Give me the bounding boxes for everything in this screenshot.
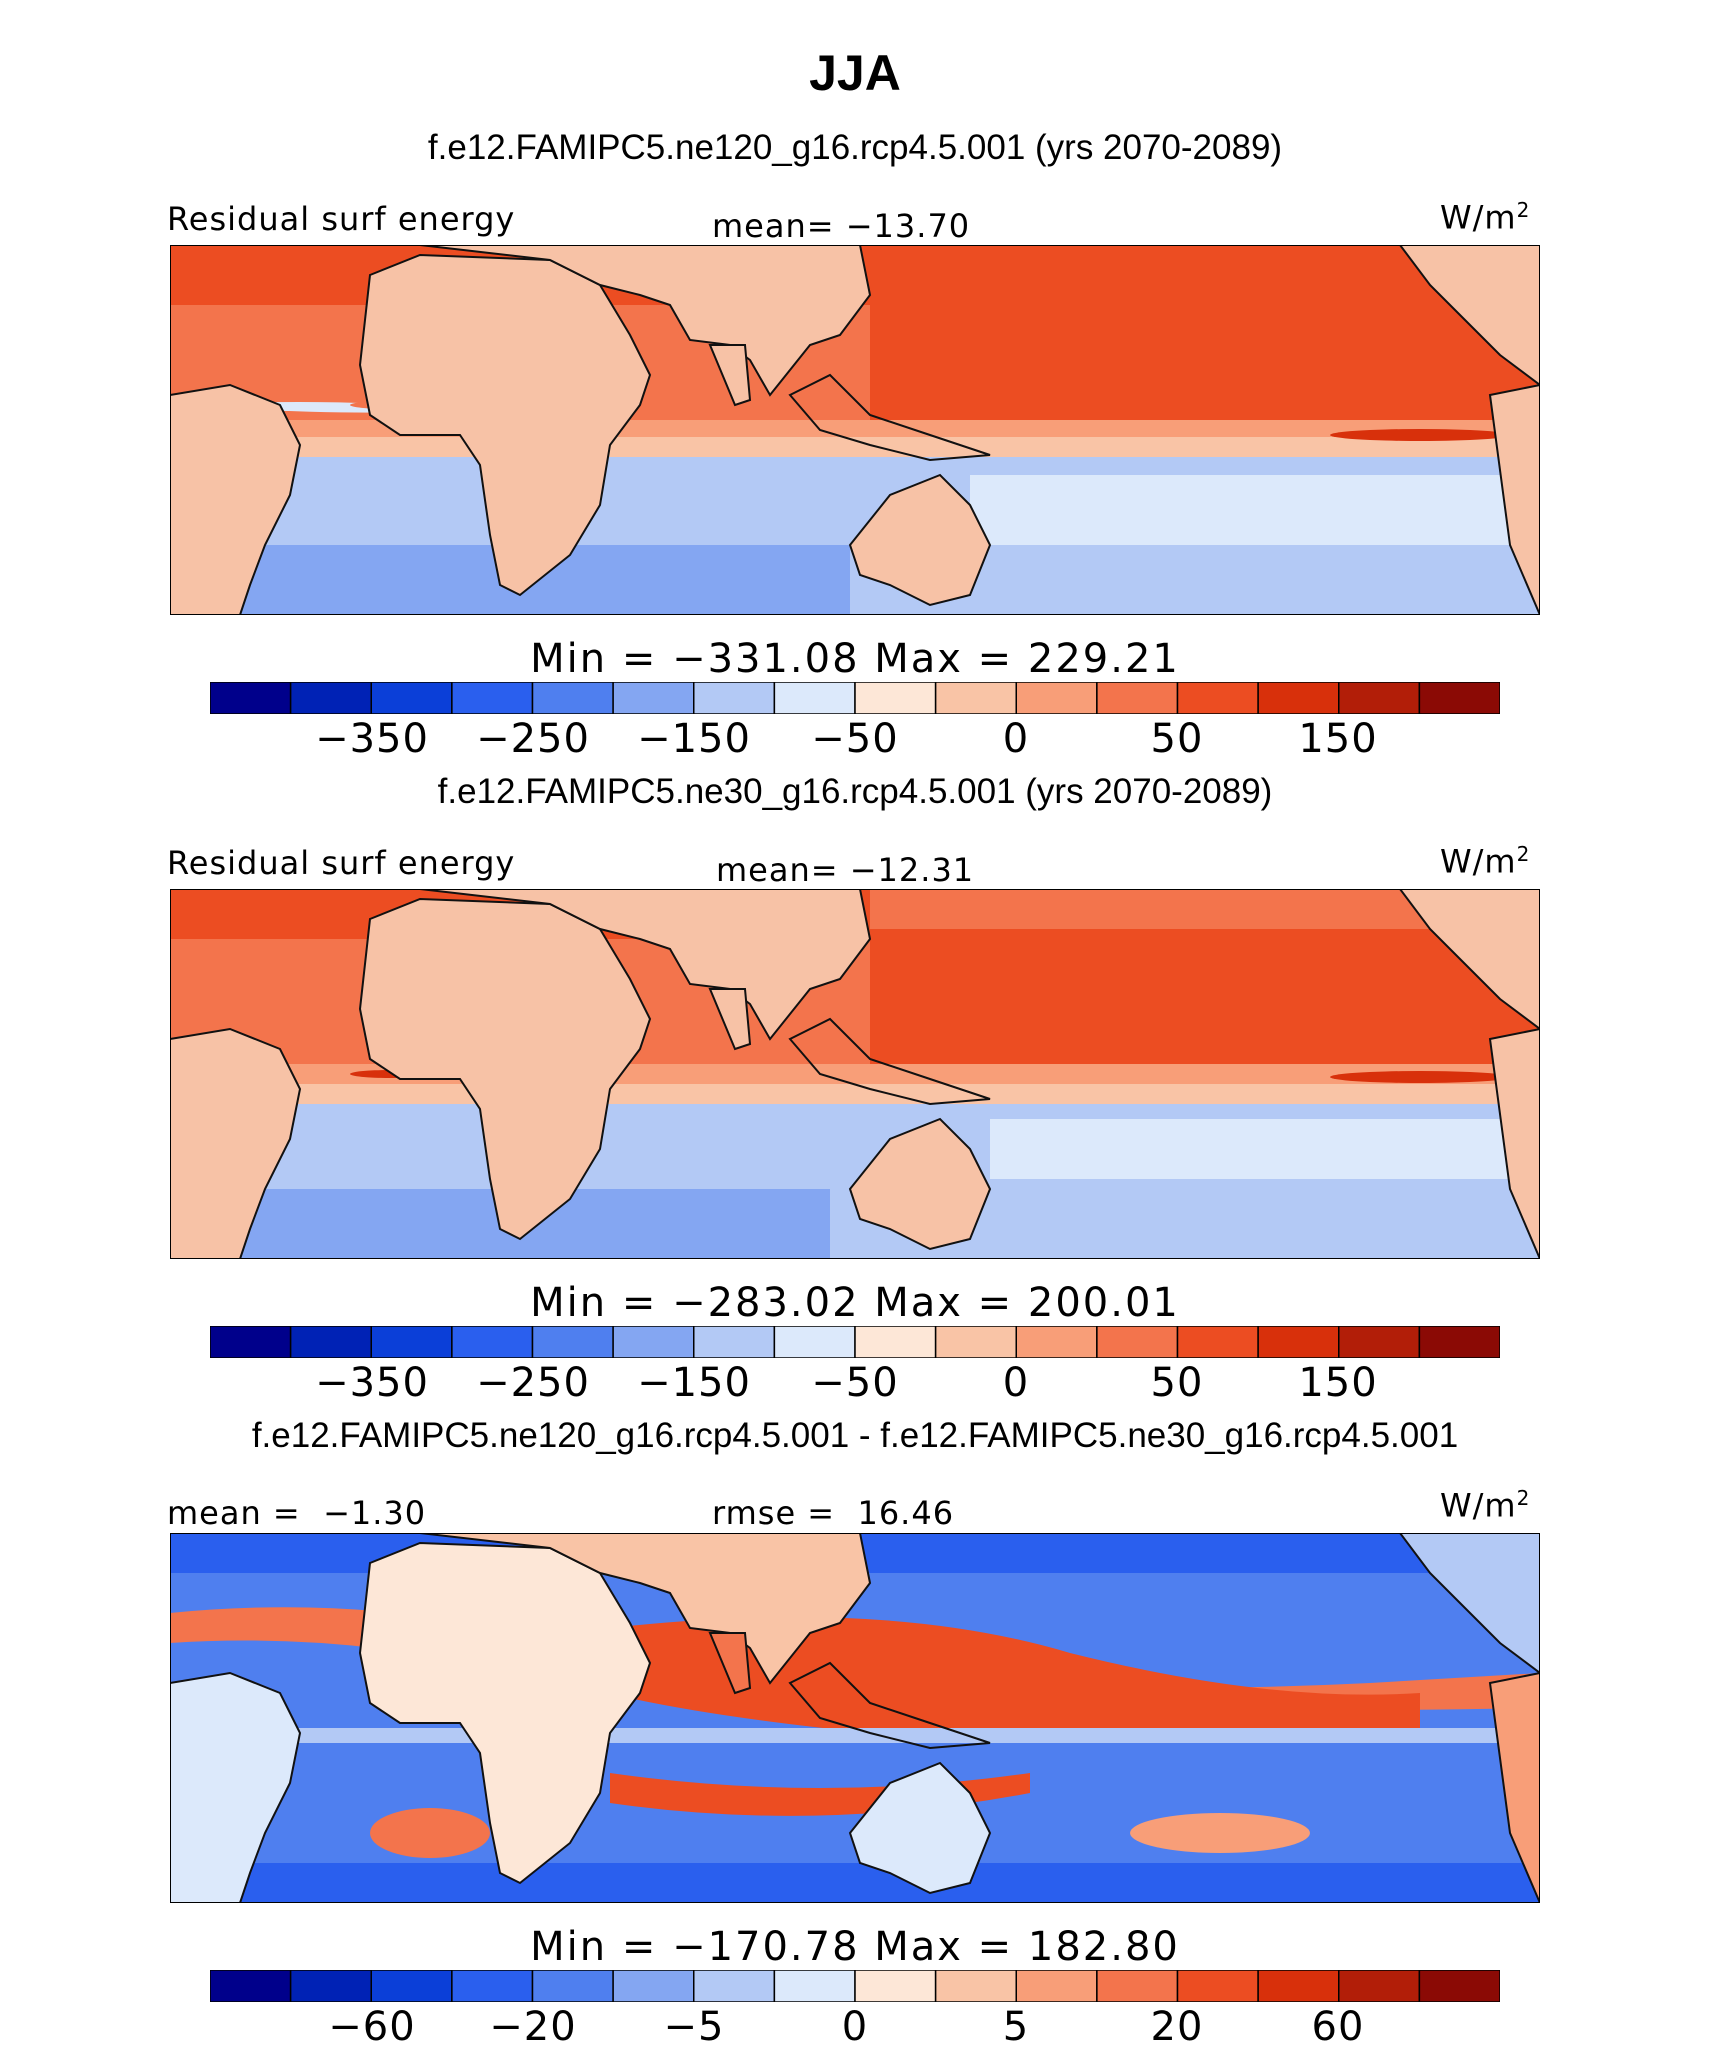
colorbar-swatch	[773, 1970, 856, 2002]
panel2-tick: 150	[1298, 1360, 1378, 1406]
panel1-subtitle: f.e12.FAMIPC5.ne120_g16.rcp4.5.001 (yrs …	[427, 128, 1283, 167]
colorbar-swatch	[1015, 1970, 1098, 2002]
panel2-tick: −150	[637, 1360, 751, 1406]
colorbar-swatch	[773, 1326, 856, 1358]
panel3-map	[170, 1533, 1540, 1903]
panel1-variable-label: Residual surf energy	[167, 200, 516, 238]
colorbar-swatch	[1257, 1970, 1340, 2002]
colorbar-swatch	[370, 682, 453, 714]
colorbar-swatch	[934, 1970, 1018, 2002]
panel2-map	[170, 889, 1540, 1259]
panel3-mean-label: mean = −1.30	[167, 1494, 427, 1532]
panel2-tick: 50	[1150, 1360, 1204, 1406]
colorbar-swatch	[1338, 1970, 1421, 2002]
colorbar-swatch	[451, 1970, 534, 2002]
panel1-tick: 0	[1002, 716, 1030, 762]
panel2-variable-label: Residual surf energy	[167, 844, 516, 882]
panel3-tick: 0	[841, 2004, 869, 2050]
panel2-colorbar	[210, 1326, 1500, 1358]
panel2-tick: −250	[476, 1360, 590, 1406]
colorbar-swatch	[612, 682, 695, 714]
panel2-minmax: Min = −283.02 Max = 200.01	[530, 1280, 1180, 1326]
panel2-mean-label: mean= −12.31	[716, 851, 975, 889]
colorbar-swatch	[693, 682, 776, 714]
colorbar-swatch	[854, 682, 937, 714]
colorbar-swatch	[1015, 1326, 1098, 1358]
colorbar-swatch	[854, 1326, 937, 1358]
colorbar-swatch	[1096, 1326, 1179, 1358]
colorbar-swatch	[1257, 1326, 1340, 1358]
colorbar-swatch	[210, 682, 292, 714]
panel1-tick: 150	[1298, 716, 1378, 762]
colorbar-swatch	[370, 1970, 453, 2002]
panel3-rmse-label: rmse = 16.46	[712, 1494, 955, 1532]
colorbar-swatch	[1338, 682, 1421, 714]
colorbar-swatch	[612, 1970, 695, 2002]
colorbar-swatch	[693, 1970, 776, 2002]
panel1-minmax: Min = −331.08 Max = 229.21	[530, 636, 1180, 682]
panel1-mean-label: mean= −13.70	[712, 207, 971, 245]
colorbar-swatch	[1176, 1970, 1259, 2002]
panel1-tick: 50	[1150, 716, 1204, 762]
panel2-tick: 0	[1002, 1360, 1030, 1406]
colorbar-swatch	[451, 1326, 534, 1358]
colorbar-swatch	[934, 682, 1018, 714]
panel1-map	[170, 245, 1540, 615]
panel3-minmax: Min = −170.78 Max = 182.80	[530, 1924, 1180, 1970]
panel3-tick: 20	[1150, 2004, 1204, 2050]
panel2-tick: −50	[811, 1360, 899, 1406]
panel1-tick: −250	[476, 716, 590, 762]
colorbar-swatch	[773, 682, 856, 714]
colorbar-swatch	[1096, 682, 1179, 714]
colorbar-swatch	[1257, 682, 1340, 714]
panel3-unit-label: W/m2	[1440, 1486, 1531, 1525]
colorbar-swatch	[1176, 1326, 1259, 1358]
colorbar-swatch	[210, 1326, 292, 1358]
panel3-colorbar	[210, 1970, 1500, 2002]
colorbar-swatch	[531, 1970, 614, 2002]
panel2-subtitle: f.e12.FAMIPC5.ne30_g16.rcp4.5.001 (yrs 2…	[437, 772, 1273, 811]
panel3-tick: −60	[328, 2004, 416, 2050]
colorbar-swatch	[370, 1326, 453, 1358]
panel3-subtitle: f.e12.FAMIPC5.ne120_g16.rcp4.5.001 - f.e…	[251, 1416, 1459, 1455]
colorbar-swatch	[531, 682, 614, 714]
panel2-tick: −350	[315, 1360, 429, 1406]
panel2-unit-label: W/m2	[1440, 842, 1531, 881]
panel3-tick: −20	[489, 2004, 577, 2050]
colorbar-swatch	[1338, 1326, 1421, 1358]
panel1-tick: −350	[315, 716, 429, 762]
colorbar-swatch	[531, 1326, 614, 1358]
figure-title: JJA	[809, 45, 901, 101]
colorbar-swatch	[210, 1970, 292, 2002]
panel1-tick: −150	[637, 716, 751, 762]
panel3-tick: 60	[1311, 2004, 1365, 2050]
colorbar-swatch	[1418, 682, 1500, 714]
panel3-tick: −5	[663, 2004, 725, 2050]
colorbar-swatch	[1176, 682, 1259, 714]
colorbar-swatch	[1015, 682, 1098, 714]
colorbar-swatch	[1418, 1970, 1500, 2002]
colorbar-swatch	[1096, 1970, 1179, 2002]
colorbar-swatch	[289, 1326, 373, 1358]
panel1-colorbar	[210, 682, 1500, 714]
panel1-unit-label: W/m2	[1440, 198, 1531, 237]
colorbar-swatch	[289, 1970, 373, 2002]
colorbar-swatch	[693, 1326, 776, 1358]
colorbar-swatch	[854, 1970, 937, 2002]
colorbar-swatch	[451, 682, 534, 714]
colorbar-swatch	[1418, 1326, 1500, 1358]
colorbar-swatch	[612, 1326, 695, 1358]
panel3-tick: 5	[1002, 2004, 1030, 2050]
colorbar-swatch	[289, 682, 373, 714]
colorbar-swatch	[934, 1326, 1018, 1358]
panel1-tick: −50	[811, 716, 899, 762]
